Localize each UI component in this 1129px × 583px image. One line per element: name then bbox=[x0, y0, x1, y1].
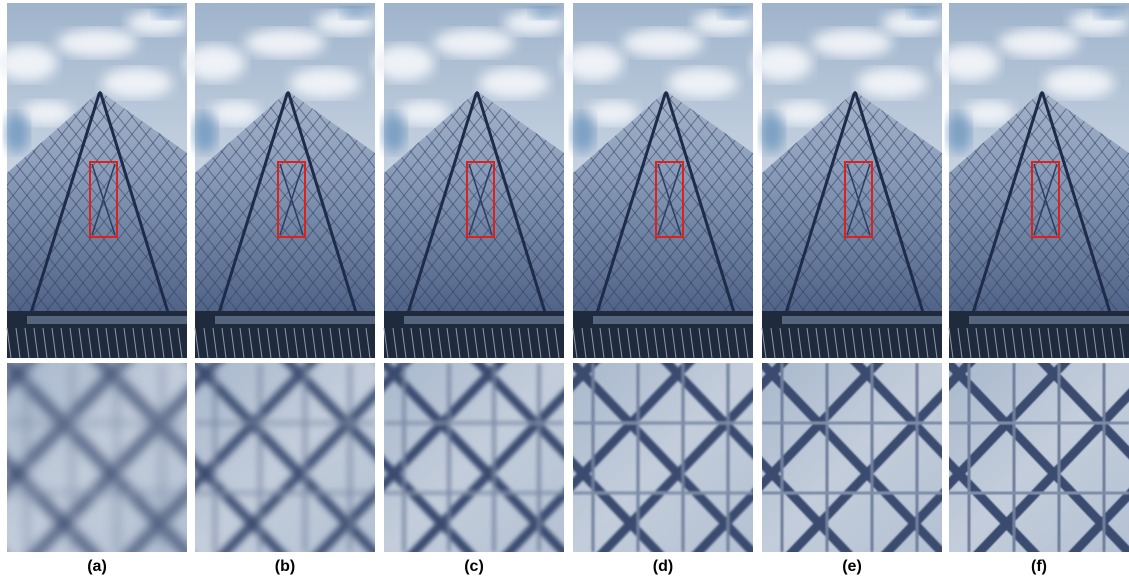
base-band bbox=[593, 316, 753, 324]
base-band bbox=[404, 316, 564, 324]
sky-patch bbox=[5, 113, 29, 153]
cloud bbox=[563, 45, 623, 81]
sky-patch bbox=[760, 113, 784, 153]
cloud bbox=[777, 101, 827, 125]
sky-patch bbox=[341, 7, 369, 19]
cloud bbox=[623, 29, 703, 57]
cloud bbox=[22, 101, 72, 125]
base-band bbox=[782, 316, 942, 324]
cloud bbox=[857, 68, 927, 98]
panel-label: (b) bbox=[275, 558, 295, 575]
sky-patch bbox=[193, 113, 217, 153]
base-band bbox=[969, 316, 1129, 324]
cloud bbox=[374, 45, 434, 81]
cloud bbox=[964, 101, 1014, 125]
cloud bbox=[939, 45, 999, 81]
sky-patch bbox=[1095, 7, 1123, 19]
panel-label: (e) bbox=[842, 558, 862, 575]
sky-patch bbox=[571, 113, 595, 153]
cloud bbox=[479, 68, 549, 98]
sky-patch bbox=[530, 7, 558, 19]
page: {"panels": [{"label": "(a)"}, {"label": … bbox=[0, 0, 1129, 578]
beam bbox=[0, 353, 7, 563]
cloud bbox=[185, 45, 245, 81]
cloud bbox=[588, 101, 638, 125]
base-band bbox=[215, 316, 375, 324]
cloud bbox=[1044, 68, 1114, 98]
cloud bbox=[399, 101, 449, 125]
cloud bbox=[434, 29, 514, 57]
cloud bbox=[102, 68, 172, 98]
sky-patch bbox=[153, 7, 181, 19]
panel-label: (a) bbox=[87, 558, 107, 575]
figure: (a) (b) (c) (d) (e) (f) bbox=[0, 0, 1129, 578]
sky-patch bbox=[382, 113, 406, 153]
panel-label: (c) bbox=[464, 558, 484, 575]
cloud bbox=[290, 68, 360, 98]
cloud bbox=[752, 45, 812, 81]
sky-patch bbox=[947, 113, 971, 153]
sky-patch bbox=[719, 7, 747, 19]
cloud bbox=[812, 29, 892, 57]
cloud bbox=[245, 29, 325, 57]
cloud bbox=[57, 29, 137, 57]
cloud bbox=[668, 68, 738, 98]
cloud bbox=[999, 29, 1079, 57]
sky-patch bbox=[908, 7, 936, 19]
panel-label: (f) bbox=[1031, 558, 1047, 575]
base-band bbox=[27, 316, 187, 324]
cloud bbox=[210, 101, 260, 125]
panel-label: (d) bbox=[653, 558, 673, 575]
